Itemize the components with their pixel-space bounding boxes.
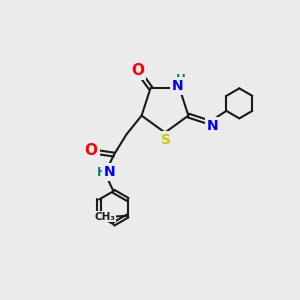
Text: H: H <box>176 73 186 86</box>
Text: CH₃: CH₃ <box>94 212 115 222</box>
Text: N: N <box>172 79 184 93</box>
Text: N: N <box>104 165 116 179</box>
Text: O: O <box>132 63 145 78</box>
Text: O: O <box>85 142 98 158</box>
Text: N: N <box>207 119 218 133</box>
Text: H: H <box>97 166 107 179</box>
Text: S: S <box>161 133 171 147</box>
